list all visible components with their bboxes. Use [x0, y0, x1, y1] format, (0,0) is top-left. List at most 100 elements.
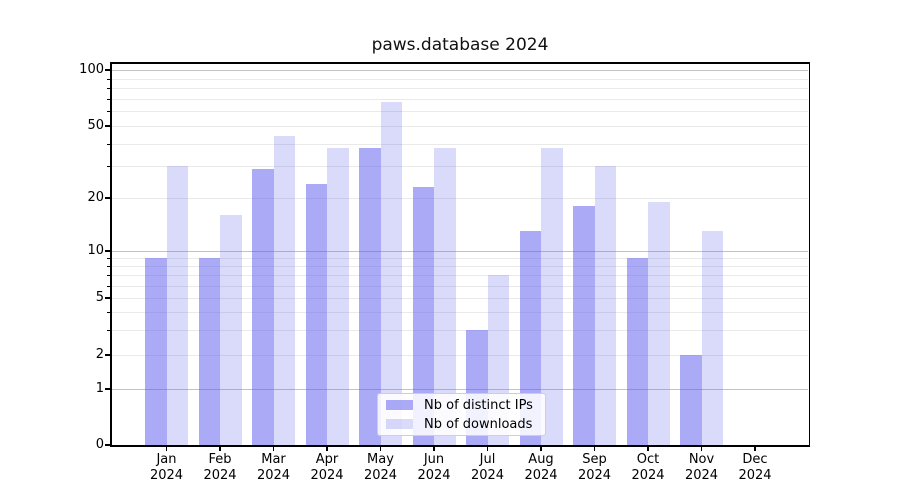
x-tick-label-line: 2024: [684, 468, 719, 483]
bar-downloads-mar: [273, 136, 295, 445]
bar-distinct-ips-oct: [626, 258, 648, 445]
bar-distinct-ips-feb: [198, 258, 220, 445]
y-tick-label: 10: [87, 243, 104, 258]
y-tick-label: 1: [95, 381, 104, 396]
minor-gridline: [111, 258, 808, 260]
bar-downloads-may: [380, 102, 402, 445]
x-tick-mark: [326, 446, 328, 451]
x-tick-label-line: Jun: [423, 452, 445, 467]
x-tick-label-line: Sep: [582, 452, 607, 467]
x-tick-label-aug: Aug 2024: [509, 452, 573, 484]
minor-gridline: [111, 355, 808, 356]
legend-label-distinct-ips: Nb of distinct IPs: [424, 397, 533, 413]
x-tick-label-dec: Dec 2024: [723, 452, 787, 484]
x-tick-label-line: Nov: [688, 452, 715, 467]
legend-row-downloads: Nb of downloads: [386, 416, 537, 432]
minor-gridline: [111, 285, 808, 287]
bar-downloads-oct: [648, 201, 670, 445]
bottom-spine: [110, 445, 810, 447]
y-tick-mark: [104, 354, 110, 356]
x-tick-mark: [540, 446, 542, 451]
minor-gridline: [111, 298, 808, 299]
y-minor-tick-mark: [107, 98, 110, 100]
bar-distinct-ips-jan: [145, 258, 167, 445]
legend-swatch-downloads: [386, 419, 413, 429]
y-tick-mark: [104, 297, 110, 299]
y-tick-label: 50: [87, 118, 104, 133]
minor-gridline: [111, 98, 808, 100]
minor-gridline: [111, 311, 808, 313]
x-tick-mark: [754, 446, 756, 451]
y-tick-mark: [104, 69, 110, 71]
bar-distinct-ips-mar: [252, 168, 274, 445]
bar-downloads-nov: [701, 230, 723, 445]
bar-downloads-aug: [541, 147, 563, 445]
major-gridline: [111, 70, 808, 71]
y-minor-tick-mark: [107, 166, 110, 168]
y-tick-mark: [104, 125, 110, 127]
y-minor-tick-mark: [107, 258, 110, 260]
x-tick-label-jun: Jun 2024: [402, 452, 466, 484]
x-tick-label-line: 2024: [203, 468, 237, 483]
x-tick-label-line: Dec: [742, 452, 768, 467]
x-tick-label-line: 2024: [577, 468, 612, 483]
x-tick-label-line: 2024: [417, 468, 451, 483]
x-tick-mark: [379, 446, 382, 451]
right-spine: [808, 62, 810, 447]
x-tick-mark: [486, 446, 489, 451]
legend-label-downloads: Nb of downloads: [424, 416, 533, 432]
minor-gridline: [111, 329, 808, 331]
bar-distinct-ips-aug: [519, 230, 541, 445]
minor-gridline: [111, 166, 808, 168]
x-tick-label-line: Feb: [208, 452, 232, 467]
x-tick-label-apr: Apr 2024: [295, 452, 359, 484]
legend-swatch-distinct-ips: [386, 400, 413, 410]
minor-gridline: [111, 266, 808, 268]
x-tick-label-line: 2024: [363, 468, 398, 483]
left-spine: [110, 62, 112, 447]
y-minor-tick-mark: [107, 143, 110, 145]
x-tick-label-line: 2024: [256, 468, 291, 483]
y-tick-mark: [104, 250, 110, 252]
bar-distinct-ips-jun: [412, 187, 434, 445]
x-tick-label-line: Apr: [315, 452, 339, 467]
y-tick-label: 20: [87, 190, 104, 205]
y-tick-label: 2: [95, 347, 104, 362]
x-tick-label-line: 2024: [631, 468, 665, 483]
x-tick-label-line: 2024: [310, 468, 344, 483]
x-tick-label-line: 2024: [738, 468, 772, 483]
bar-downloads-jan: [166, 166, 188, 445]
x-tick-mark: [700, 446, 703, 451]
x-tick-label-line: Mar: [261, 452, 286, 467]
minor-gridline: [111, 88, 808, 89]
x-tick-mark: [647, 446, 649, 451]
x-tick-label-line: 2024: [524, 468, 558, 483]
x-tick-label-oct: Oct 2024: [616, 452, 680, 484]
x-tick-mark: [272, 446, 275, 451]
y-tick-mark: [104, 197, 110, 199]
top-spine: [110, 62, 810, 64]
y-minor-tick-mark: [107, 78, 110, 80]
x-tick-label-jan: Jan 2024: [135, 452, 199, 484]
x-tick-label-may: May 2024: [349, 452, 413, 484]
x-tick-label-line: Jul: [479, 452, 496, 467]
y-minor-tick-mark: [107, 266, 110, 268]
x-tick-label-mar: Mar 2024: [242, 452, 306, 484]
y-tick-label: 5: [95, 290, 104, 305]
bar-distinct-ips-nov: [680, 355, 702, 445]
minor-gridline: [111, 111, 808, 113]
x-tick-label-line: May: [367, 452, 394, 467]
bar-distinct-ips-may: [359, 147, 381, 445]
minor-gridline: [111, 198, 808, 199]
x-tick-mark: [593, 446, 596, 451]
bar-downloads-feb: [220, 215, 242, 445]
y-minor-tick-mark: [107, 285, 110, 287]
bar-downloads-sep: [594, 166, 616, 445]
minor-gridline: [111, 126, 808, 127]
y-minor-tick-mark: [107, 329, 110, 331]
x-tick-label-line: 2024: [149, 468, 184, 483]
bar-distinct-ips-sep: [573, 206, 595, 445]
y-minor-tick-mark: [107, 111, 110, 113]
y-tick-label: 0: [95, 437, 104, 452]
x-tick-label-line: 2024: [470, 468, 505, 483]
